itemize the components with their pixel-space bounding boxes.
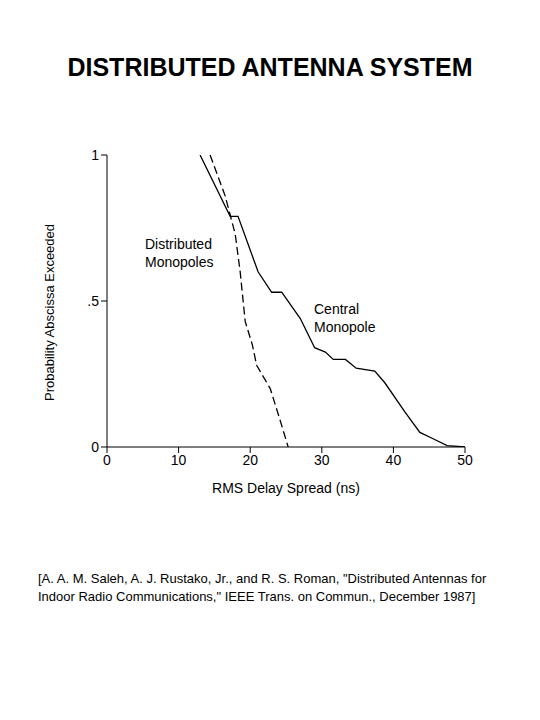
svg-text:.5: .5 <box>87 293 99 309</box>
svg-text:40: 40 <box>386 452 402 468</box>
html-text:Central Monopole: Central Monopole <box>314 301 376 335</box>
svg-text:10: 10 <box>171 452 187 468</box>
svg-text:0: 0 <box>103 452 111 468</box>
svg-text:Probability Abscissa Exceeded: Probability Abscissa Exceeded <box>42 224 57 401</box>
html-text:Distributed Monopoles: Distributed Monopoles <box>145 236 214 270</box>
html-text:DISTRIBUTED ANTENNA SYSTEM: DISTRIBUTED ANTENNA SYSTEM <box>67 53 473 81</box>
svg-text:1: 1 <box>91 147 99 163</box>
svg-text:0: 0 <box>91 439 99 455</box>
svg-text:50: 50 <box>457 452 473 468</box>
html-text:[A. A. M. Saleh, A. J. Rustako: [A. A. M. Saleh, A. J. Rustako, Jr., and… <box>38 571 487 604</box>
svg-text:20: 20 <box>242 452 258 468</box>
svg-text:30: 30 <box>314 452 330 468</box>
svg-text:RMS Delay Spread (ns): RMS Delay Spread (ns) <box>212 480 360 496</box>
